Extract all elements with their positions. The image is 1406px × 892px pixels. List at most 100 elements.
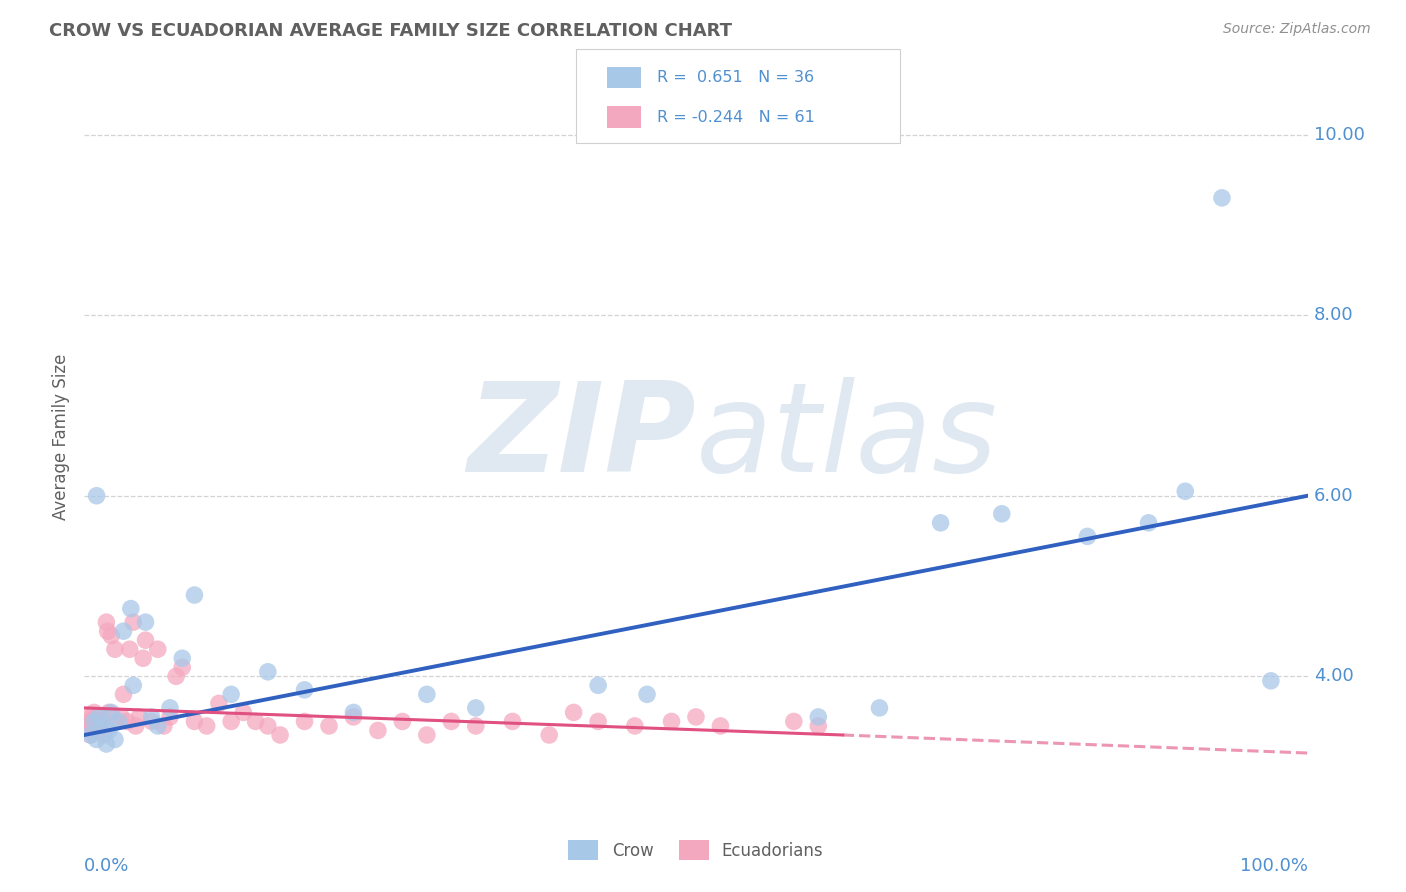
Point bbox=[929, 516, 952, 530]
Point bbox=[87, 723, 110, 738]
Point bbox=[83, 706, 105, 720]
Point bbox=[97, 706, 120, 720]
Point bbox=[84, 714, 107, 729]
Point bbox=[122, 615, 145, 629]
Point bbox=[104, 732, 127, 747]
Point bbox=[91, 719, 114, 733]
Point bbox=[135, 633, 157, 648]
Point bbox=[1076, 529, 1098, 543]
Point bbox=[96, 737, 118, 751]
Point bbox=[1137, 516, 1160, 530]
Point bbox=[97, 723, 120, 738]
Point bbox=[110, 710, 132, 724]
Point bbox=[83, 714, 105, 729]
Point bbox=[219, 714, 242, 729]
Point bbox=[783, 714, 806, 729]
Point bbox=[294, 682, 316, 697]
Point bbox=[269, 728, 291, 742]
Point bbox=[1211, 191, 1233, 205]
Point bbox=[87, 710, 110, 724]
Point bbox=[416, 728, 439, 742]
Point bbox=[219, 687, 242, 701]
Point bbox=[624, 719, 647, 733]
Point bbox=[183, 588, 205, 602]
Point bbox=[562, 706, 585, 720]
Text: 0.0%: 0.0% bbox=[84, 856, 129, 875]
Point bbox=[991, 507, 1014, 521]
Point bbox=[87, 714, 110, 729]
Point bbox=[807, 719, 830, 733]
Point bbox=[172, 651, 194, 665]
Point bbox=[416, 687, 439, 701]
Point bbox=[97, 624, 120, 639]
Point bbox=[91, 710, 114, 724]
Point bbox=[86, 489, 108, 503]
Point bbox=[93, 728, 115, 742]
Point bbox=[342, 706, 364, 720]
Point bbox=[146, 642, 169, 657]
Point bbox=[208, 697, 231, 711]
Point bbox=[153, 719, 176, 733]
Y-axis label: Average Family Size: Average Family Size bbox=[52, 354, 70, 520]
Point bbox=[112, 624, 135, 639]
Point bbox=[367, 723, 389, 738]
Point bbox=[464, 719, 486, 733]
Point bbox=[391, 714, 413, 729]
Point bbox=[86, 732, 108, 747]
Point bbox=[636, 687, 658, 701]
Text: ZIP: ZIP bbox=[467, 376, 696, 498]
Point bbox=[661, 714, 683, 729]
Text: 6.00: 6.00 bbox=[1313, 487, 1354, 505]
Point bbox=[318, 719, 340, 733]
Point bbox=[1174, 484, 1197, 499]
Point bbox=[440, 714, 463, 729]
Point bbox=[100, 629, 122, 643]
Point bbox=[107, 714, 129, 729]
Point bbox=[294, 714, 316, 729]
Text: atlas: atlas bbox=[696, 376, 998, 498]
Point bbox=[86, 710, 108, 724]
Point bbox=[342, 710, 364, 724]
Point bbox=[709, 719, 731, 733]
Text: 8.00: 8.00 bbox=[1313, 306, 1354, 324]
Point bbox=[79, 728, 101, 742]
Point bbox=[100, 706, 122, 720]
Point bbox=[747, 818, 769, 832]
Point bbox=[122, 678, 145, 692]
Point bbox=[183, 714, 205, 729]
Point bbox=[159, 701, 181, 715]
Point bbox=[245, 714, 267, 729]
Point bbox=[89, 719, 111, 733]
Point bbox=[165, 669, 187, 683]
Point bbox=[869, 701, 891, 715]
Text: CROW VS ECUADORIAN AVERAGE FAMILY SIZE CORRELATION CHART: CROW VS ECUADORIAN AVERAGE FAMILY SIZE C… bbox=[49, 22, 733, 40]
Point bbox=[538, 728, 561, 742]
Point bbox=[195, 719, 218, 733]
Point bbox=[502, 714, 524, 729]
Point bbox=[172, 660, 194, 674]
Legend: Crow, Ecuadorians: Crow, Ecuadorians bbox=[562, 833, 830, 867]
Point bbox=[128, 710, 150, 724]
Point bbox=[132, 651, 155, 665]
Point bbox=[115, 714, 138, 729]
Point bbox=[77, 710, 100, 724]
Point bbox=[586, 714, 609, 729]
Point bbox=[146, 719, 169, 733]
Point bbox=[105, 714, 128, 729]
Point bbox=[464, 701, 486, 715]
Point bbox=[1260, 673, 1282, 688]
Point bbox=[141, 714, 163, 729]
Point bbox=[112, 687, 135, 701]
Point bbox=[76, 714, 98, 729]
Text: Source: ZipAtlas.com: Source: ZipAtlas.com bbox=[1223, 22, 1371, 37]
Text: 10.00: 10.00 bbox=[1313, 126, 1365, 144]
Point bbox=[586, 678, 609, 692]
Point bbox=[807, 710, 830, 724]
Point bbox=[120, 601, 142, 615]
Point bbox=[77, 719, 100, 733]
Point bbox=[257, 665, 280, 679]
Point bbox=[80, 714, 103, 729]
Text: R =  0.651   N = 36: R = 0.651 N = 36 bbox=[657, 70, 814, 85]
Point bbox=[135, 615, 157, 629]
Point bbox=[125, 719, 148, 733]
